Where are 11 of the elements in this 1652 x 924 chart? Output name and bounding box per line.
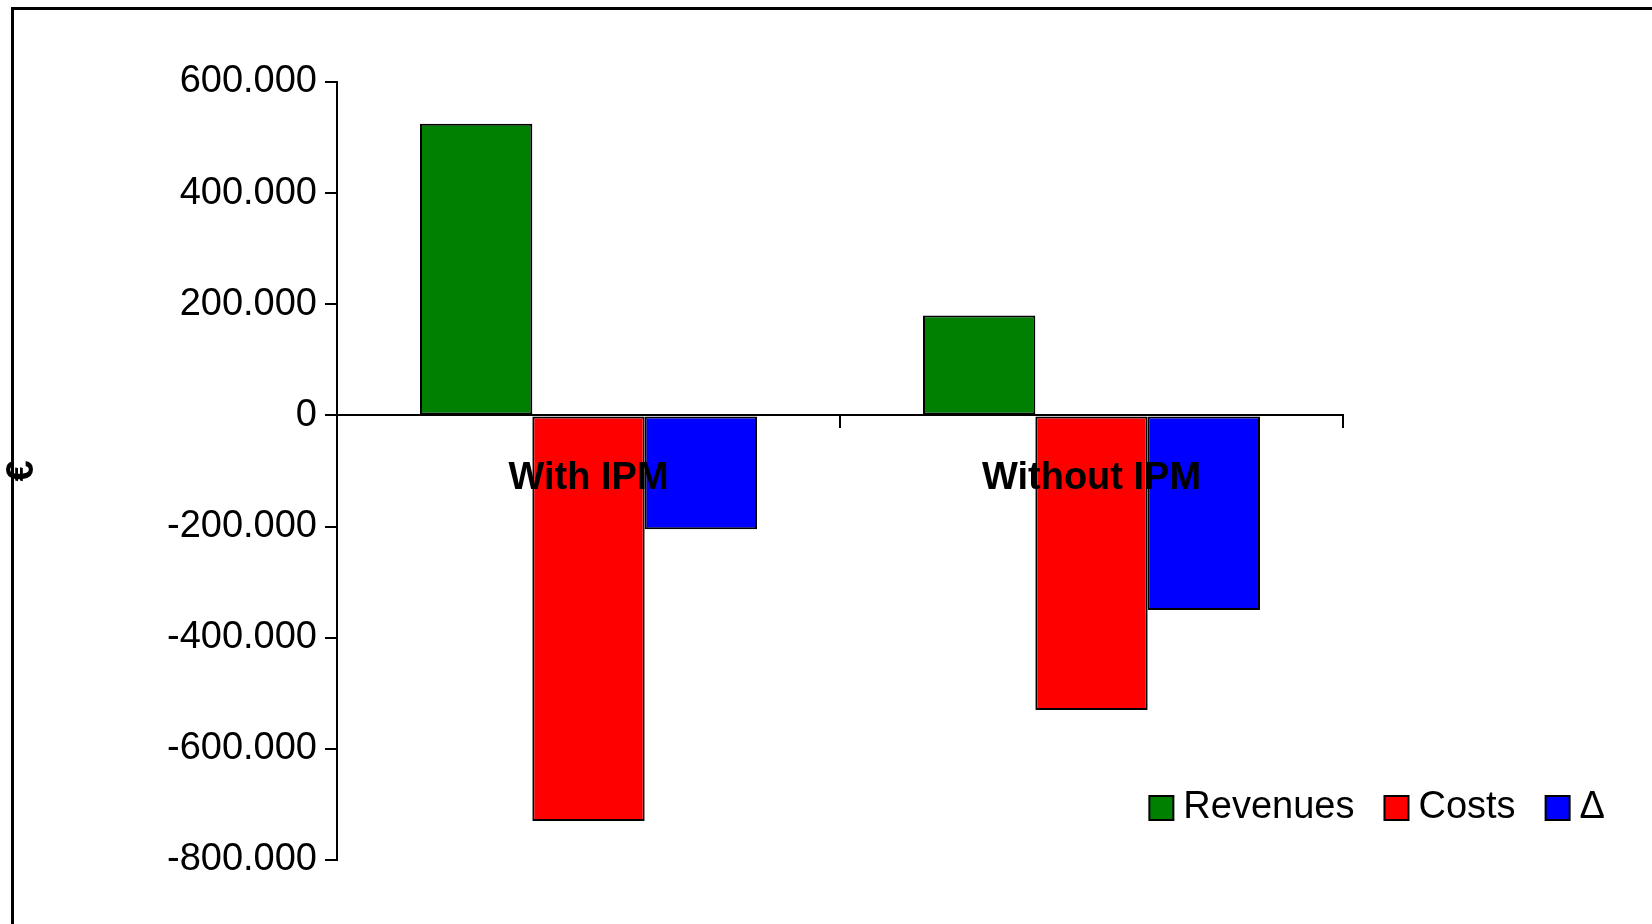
y-tick-label: 0 — [295, 391, 317, 434]
legend-label: Costs — [1418, 784, 1516, 827]
y-tick-label: -600.000 — [166, 725, 317, 768]
y-tick-label: -400.000 — [166, 614, 317, 657]
y-tick-label: -200.000 — [166, 503, 317, 546]
y-tick-label: -800.000 — [166, 836, 317, 879]
legend-label: Revenues — [1183, 784, 1355, 827]
y-tick-label: 400.000 — [179, 169, 317, 212]
y-tick-label: 200.000 — [179, 280, 317, 323]
legend-label: Δ — [1579, 784, 1606, 827]
y-tick-label: 600.000 — [179, 58, 317, 101]
